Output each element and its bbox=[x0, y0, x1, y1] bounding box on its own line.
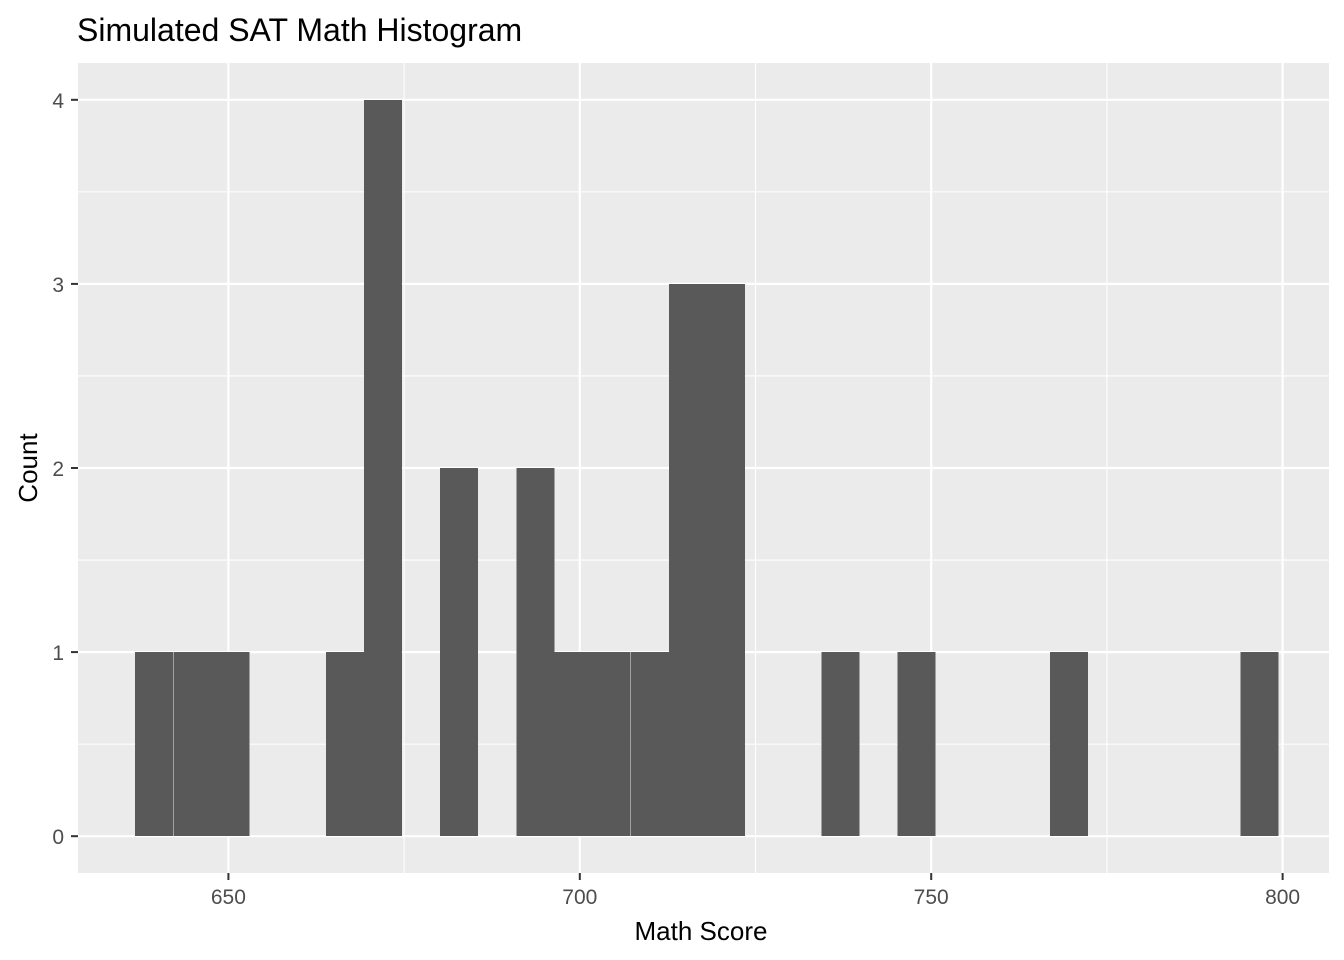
x-tick-label: 700 bbox=[562, 886, 597, 909]
histogram-bar bbox=[1049, 652, 1089, 837]
histogram-bar bbox=[897, 652, 936, 837]
x-tick-label: 800 bbox=[1265, 886, 1300, 909]
histogram-bar bbox=[439, 468, 479, 837]
histogram-bar bbox=[364, 99, 403, 837]
histogram-bar bbox=[669, 283, 708, 837]
histogram-bar bbox=[554, 652, 593, 837]
y-tick-label: 3 bbox=[52, 274, 64, 297]
chart-title: Simulated SAT Math Histogram bbox=[77, 12, 522, 48]
histogram-bar bbox=[173, 652, 212, 837]
histogram-bar bbox=[1240, 652, 1279, 837]
x-tick-label: 650 bbox=[211, 886, 246, 909]
y-tick-label: 2 bbox=[52, 458, 64, 481]
x-tick-label: 750 bbox=[914, 886, 949, 909]
y-tick-label: 1 bbox=[52, 642, 64, 665]
histogram-bar bbox=[516, 468, 555, 837]
y-axis-title: Count bbox=[13, 433, 43, 503]
histogram-bar bbox=[631, 652, 670, 837]
histogram-bars bbox=[134, 99, 1279, 837]
histogram-bar bbox=[821, 652, 860, 837]
histogram-bar bbox=[211, 652, 250, 837]
histogram-bar bbox=[592, 652, 631, 837]
histogram-bar bbox=[134, 652, 174, 837]
x-axis-ticks: 650 700 750 800 bbox=[211, 873, 1300, 909]
x-axis-title: Math Score bbox=[635, 916, 768, 946]
y-axis-ticks: 0 1 2 3 4 bbox=[52, 90, 78, 849]
y-tick-label: 4 bbox=[52, 90, 64, 113]
y-tick-label: 0 bbox=[52, 826, 64, 849]
histogram-bar bbox=[326, 652, 365, 837]
histogram-bar bbox=[707, 283, 746, 837]
